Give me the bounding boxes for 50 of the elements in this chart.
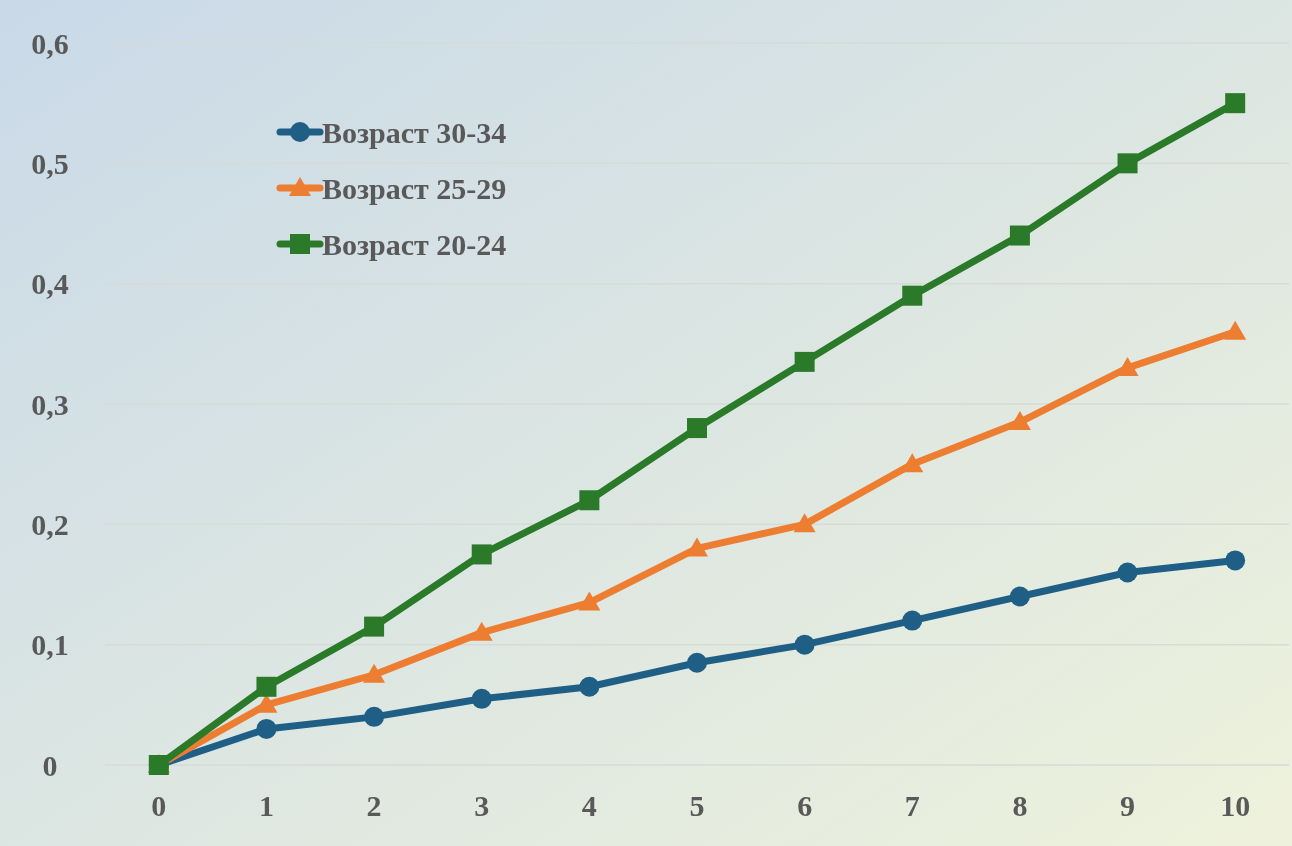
x-tick-label: 2	[366, 789, 382, 822]
legend-label: Возраст 30-34	[322, 115, 507, 149]
point	[1009, 225, 1030, 246]
point	[256, 718, 277, 739]
point	[794, 351, 815, 372]
x-tick-label: 6	[797, 789, 813, 822]
point	[1116, 356, 1139, 376]
point	[793, 513, 816, 533]
x-tick-label: 3	[474, 789, 490, 822]
point	[1225, 550, 1246, 571]
y-tick-label: 0,3	[31, 387, 69, 421]
legend-label: Возраст 20-24	[322, 227, 507, 261]
point	[1225, 93, 1246, 114]
point	[1008, 411, 1031, 431]
point	[364, 616, 385, 637]
point	[686, 537, 708, 557]
y-tick-label: 0,4	[31, 267, 69, 301]
y-tick-label: 0,1	[31, 628, 69, 662]
legend-label: Возраст 25-29	[322, 171, 507, 205]
x-tick-label: 0	[151, 789, 167, 822]
point	[1009, 586, 1030, 607]
y-tick-label: 0	[42, 748, 58, 782]
point	[902, 285, 923, 306]
x-tick-label: 5	[689, 789, 705, 822]
y-tick-label: 0,6	[31, 26, 69, 60]
x-tick-label: 7	[904, 789, 920, 822]
x-tick-label: 10	[1220, 789, 1251, 822]
point	[471, 544, 492, 565]
point	[256, 676, 277, 697]
point	[364, 706, 385, 727]
point	[687, 652, 707, 673]
point	[902, 610, 923, 631]
point	[578, 591, 601, 611]
point	[901, 453, 924, 473]
point	[794, 634, 815, 655]
point	[363, 663, 386, 683]
y-tick-label: 0,5	[31, 146, 69, 180]
point	[579, 676, 600, 697]
point	[1117, 562, 1138, 583]
point	[1117, 153, 1138, 174]
point	[687, 418, 707, 439]
x-tick-label: 8	[1012, 789, 1028, 822]
x-tick-label: 9	[1120, 789, 1136, 822]
point	[1224, 320, 1247, 340]
point	[579, 490, 600, 511]
x-tick-label: 4	[581, 789, 597, 822]
point	[470, 621, 493, 641]
y-tick-label: 0,2	[31, 507, 69, 541]
point	[471, 688, 492, 709]
x-tick-label: 1	[258, 789, 274, 822]
